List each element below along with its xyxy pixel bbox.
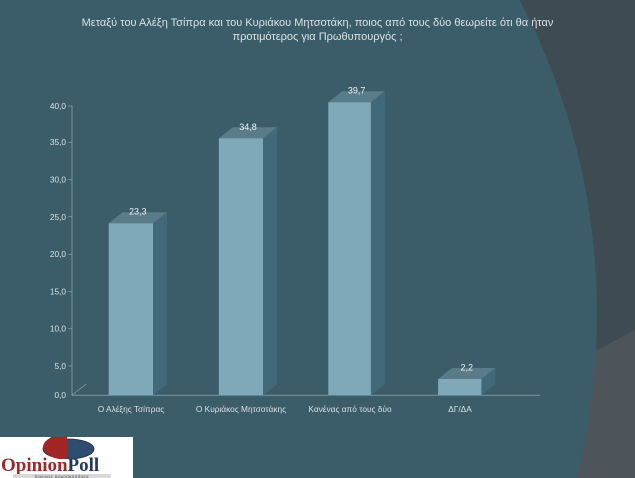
svg-text:Ο Κυριάκος Μητσοτάκης: Ο Κυριάκος Μητσοτάκης bbox=[196, 404, 286, 414]
svg-text:30,0: 30,0 bbox=[50, 175, 67, 185]
svg-text:ΔΓ/ΔΑ: ΔΓ/ΔΑ bbox=[448, 404, 472, 414]
svg-text:Κανένας από τους δύο: Κανένας από τους δύο bbox=[308, 404, 392, 414]
svg-text:0,0: 0,0 bbox=[54, 390, 66, 400]
svg-text:10,0: 10,0 bbox=[50, 324, 67, 334]
svg-text:20,0: 20,0 bbox=[50, 249, 67, 259]
svg-text:34,8: 34,8 bbox=[239, 122, 257, 132]
svg-text:23,3: 23,3 bbox=[129, 207, 147, 217]
svg-text:15,0: 15,0 bbox=[50, 286, 67, 296]
svg-text:25,0: 25,0 bbox=[50, 212, 67, 222]
svg-text:2,2: 2,2 bbox=[461, 363, 474, 373]
svg-text:5,0: 5,0 bbox=[54, 361, 66, 371]
svg-text:40,0: 40,0 bbox=[50, 101, 67, 111]
svg-text:35,0: 35,0 bbox=[50, 137, 67, 147]
svg-text:39,7: 39,7 bbox=[348, 86, 366, 96]
svg-text:Ο Αλέξης Τσίπρας: Ο Αλέξης Τσίπρας bbox=[98, 404, 165, 414]
